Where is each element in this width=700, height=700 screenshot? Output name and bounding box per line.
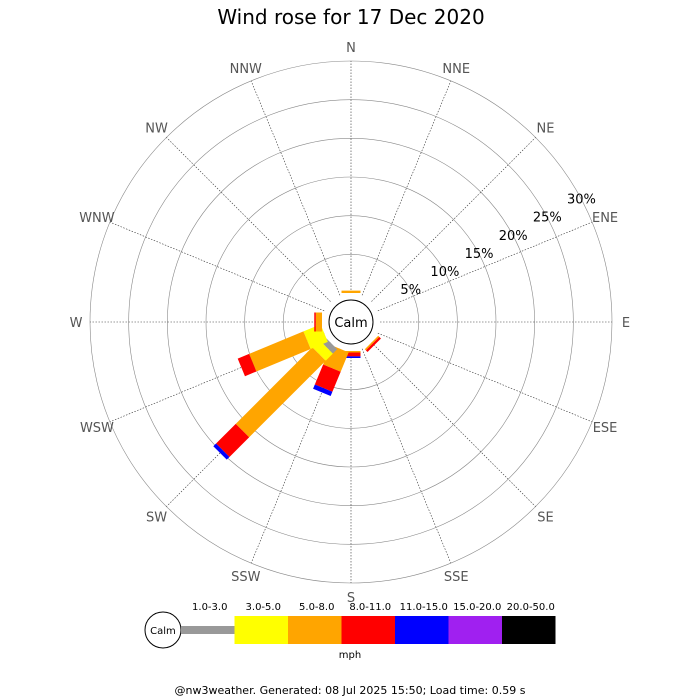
calm-circle: Calm <box>328 299 374 345</box>
direction-label-e: E <box>622 316 630 331</box>
wind-bars <box>213 290 381 460</box>
ring-label-15pct: 15% <box>465 247 494 262</box>
direction-label-nw: NW <box>145 122 168 137</box>
ring-labels: 5% 10% 15% 20% 25% 30% <box>400 192 595 298</box>
bar-w-8.0-11.0 <box>314 312 316 332</box>
direction-spokes <box>90 61 612 583</box>
legend-unit-label: mph <box>339 650 361 661</box>
ring-label-30pct: 30% <box>567 192 596 207</box>
legend-swatch-15.0-20.0 <box>448 616 502 644</box>
ring-label-20pct: 20% <box>499 229 528 244</box>
legend-calm-label: Calm <box>150 626 176 637</box>
direction-label-sse: SSE <box>444 570 469 585</box>
bar-wsw-8.0-11.0 <box>237 353 257 377</box>
legend-label-5.0-8.0: 5.0-8.0 <box>299 602 334 613</box>
ring-label-5pct: 5% <box>400 283 421 298</box>
spoke-se <box>371 342 536 507</box>
calm-label: Calm <box>334 316 367 331</box>
bar-w-5.0-8.0 <box>315 312 322 332</box>
ring-10pct <box>244 215 458 429</box>
spoke-sse <box>361 348 452 564</box>
spoke-ssw <box>250 348 341 564</box>
ring-5pct <box>283 254 419 390</box>
direction-label-ese: ESE <box>593 421 618 436</box>
ring-label-10pct: 10% <box>430 265 459 280</box>
direction-label-n: N <box>346 41 356 56</box>
speed-legend: Calm mph 1.0-3.0 3.0-5.0 5.0-8.0 8.0-11.0 11… <box>144 602 556 661</box>
bar-se-8.0-11.0 <box>365 336 381 352</box>
direction-label-se: SE <box>537 510 553 525</box>
bar-sw-5.0-8.0 <box>235 347 326 438</box>
bar-ssw-11.0-15.0 <box>313 384 333 397</box>
bar-n-5.0-8.0 <box>341 290 361 293</box>
spoke-wnw <box>109 221 325 312</box>
bar-sw-8.0-11.0 <box>216 423 250 457</box>
direction-label-wsw: WSW <box>80 421 114 436</box>
legend-swatch-3.0-5.0 <box>234 616 288 644</box>
legend-label-8.0-11.0: 8.0-11.0 <box>349 602 391 613</box>
direction-label-ene: ENE <box>592 211 618 226</box>
ring-label-25pct: 25% <box>533 211 562 226</box>
spoke-ese <box>377 332 593 423</box>
direction-label-nnw: NNW <box>230 62 262 77</box>
direction-label-wnw: WNW <box>79 211 115 226</box>
direction-label-ssw: SSW <box>231 570 261 585</box>
spoke-ene <box>377 221 593 312</box>
bar-wsw-5.0-8.0 <box>249 331 311 372</box>
legend-label-15.0-20.0: 15.0-20.0 <box>453 602 501 613</box>
chart-title: Wind rose for 17 Dec 2020 <box>217 5 484 29</box>
legend-swatch-1.0-3.0 <box>181 626 235 634</box>
spoke-wsw <box>109 332 325 423</box>
spoke-ne <box>371 137 536 302</box>
ring-20pct <box>167 138 535 506</box>
legend-swatch-8.0-11.0 <box>341 616 395 644</box>
ring-15pct <box>205 176 497 468</box>
legend-swatch-20.0-50.0 <box>502 616 556 644</box>
legend-label-20.0-50.0: 20.0-50.0 <box>507 602 555 613</box>
legend-swatch-11.0-15.0 <box>395 616 449 644</box>
direction-label-ne: NE <box>536 122 554 137</box>
legend-label-11.0-15.0: 11.0-15.0 <box>400 602 448 613</box>
legend-label-3.0-5.0: 3.0-5.0 <box>246 602 281 613</box>
bar-se-5.0-8.0 <box>364 335 380 351</box>
legend-swatch-5.0-8.0 <box>288 616 342 644</box>
direction-label-s: S <box>347 591 355 606</box>
footer-text: @nw3weather. Generated: 08 Jul 2025 15:5… <box>175 684 526 697</box>
bar-ssw-8.0-11.0 <box>314 364 341 392</box>
direction-labels: N NNE NE ENE E ESE SE SSE S SSW SW WSW W WNW NW NNW <box>70 41 631 606</box>
spoke-nnw <box>250 80 341 296</box>
direction-label-nne: NNE <box>442 62 470 77</box>
spoke-nne <box>361 80 452 296</box>
bar-sw-11.0-15.0 <box>213 443 230 460</box>
spoke-sw <box>166 342 331 507</box>
direction-label-w: W <box>70 316 83 331</box>
direction-label-sw: SW <box>146 510 167 525</box>
legend-label-1.0-3.0: 1.0-3.0 <box>192 602 227 613</box>
spoke-nw <box>166 137 331 302</box>
